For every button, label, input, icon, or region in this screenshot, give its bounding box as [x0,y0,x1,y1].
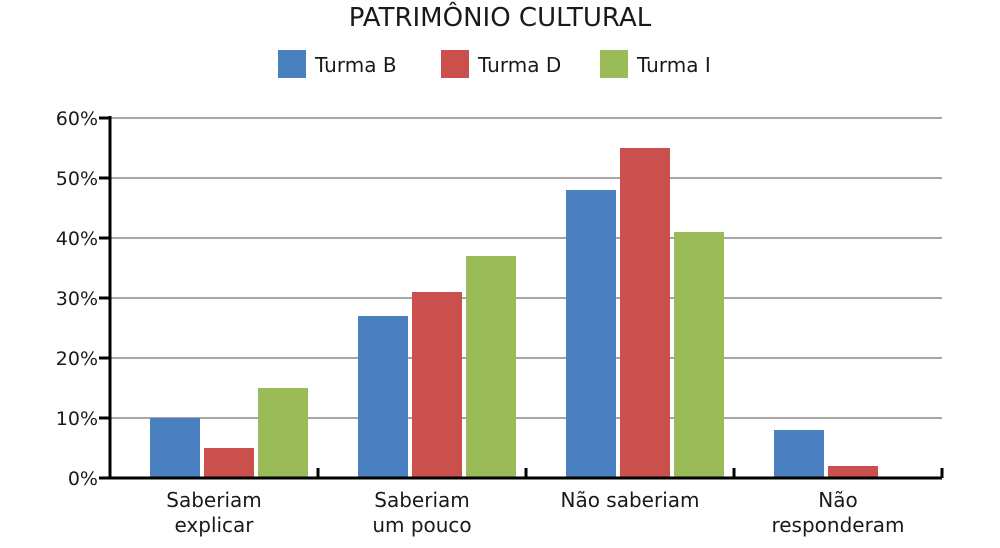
chart-bars [150,148,878,478]
y-tick-label-30: 30% [56,288,98,310]
legend-swatch-2 [441,50,469,78]
chart-axes [99,116,944,480]
bar-turma-b-cat-1 [150,418,200,478]
legend-label-3: Turma I [636,53,711,77]
y-tick-label-20: 20% [56,348,98,370]
bar-turma-d-cat-3 [620,148,670,478]
x-category-label-1: Saberiam explicar [166,488,261,537]
y-tick-label-0: 0% [68,468,98,490]
bar-turma-b-cat-2 [358,316,408,478]
bar-turma-d-cat-2 [412,292,462,478]
chart-legend: Turma B Turma D Turma I [278,50,711,78]
x-category-label-3: Não saberiam [560,488,699,512]
y-axis-tick-labels: 0% 10% 20% 30% 40% 50% 60% [56,108,98,490]
chart-title: PATRIMÔNIO CULTURAL [349,1,652,33]
y-tick-label-10: 10% [56,408,98,430]
x-category-label-2: Saberiam um pouco [372,488,471,537]
chart-gridlines [110,117,942,419]
bar-turma-i-cat-3 [674,232,724,478]
bar-turma-d-cat-1 [204,448,254,478]
y-tick-label-60: 60% [56,108,98,130]
y-tick-label-50: 50% [56,168,98,190]
legend-swatch-3 [600,50,628,78]
legend-label-2: Turma D [477,53,561,77]
x-axis-category-labels: Saberiam explicar Saberiam um pouco Não sabe… [166,488,904,537]
bar-turma-i-cat-1 [258,388,308,478]
legend-label-1: Turma B [314,53,397,77]
bar-turma-d-cat-4 [828,466,878,478]
bar-turma-i-cat-2 [466,256,516,478]
bar-turma-b-cat-3 [566,190,616,478]
legend-swatch-1 [278,50,306,78]
x-category-label-4: Não responderam [771,488,904,537]
bar-turma-b-cat-4 [774,430,824,478]
y-tick-label-40: 40% [56,228,98,250]
